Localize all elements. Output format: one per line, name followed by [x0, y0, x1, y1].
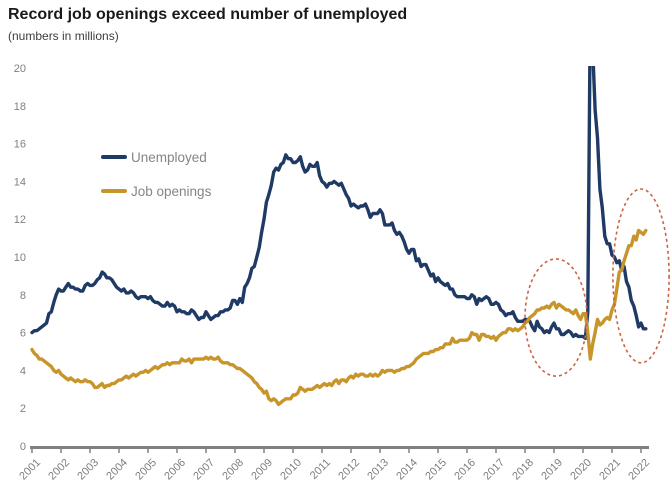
- legend: Unemployed Job openings: [101, 147, 211, 215]
- unemployed-line-swatch: [101, 155, 127, 159]
- unemployed-series-line: [30, 66, 648, 340]
- x-tick-label: 2014: [394, 457, 420, 483]
- x-tick-label: 2003: [75, 457, 101, 483]
- y-tick-label: 4: [20, 365, 26, 377]
- x-tick-label: 2006: [162, 457, 188, 483]
- job-openings-series-line: [30, 228, 648, 407]
- y-tick-label: 0: [20, 441, 26, 453]
- legend-item-unemployed: Unemployed: [101, 147, 211, 167]
- x-tick-label: 2019: [539, 457, 565, 483]
- x-tick-label: 2005: [133, 457, 159, 483]
- legend-item-job-openings: Job openings: [101, 181, 211, 201]
- y-tick-label: 16: [14, 139, 26, 151]
- x-tick-label: 2021: [597, 457, 623, 483]
- x-tick-label: 2002: [46, 457, 72, 483]
- x-tick-label: 2011: [308, 457, 333, 482]
- highlight-ellipse-2019: [524, 258, 588, 377]
- y-tick-label: 18: [14, 101, 26, 113]
- x-tick-label: 2018: [510, 457, 536, 483]
- x-tick-label: 2008: [220, 457, 246, 483]
- x-tick-label: 2009: [249, 457, 275, 483]
- y-tick-label: 14: [14, 176, 26, 188]
- series-group: [30, 66, 648, 407]
- chart-subtitle: (numbers in millions): [8, 29, 119, 43]
- y-tick-label: 8: [20, 290, 26, 302]
- x-tick-label: 2022: [626, 457, 652, 483]
- highlight-ellipse-2022: [612, 188, 670, 364]
- x-tick-label: 2016: [452, 457, 478, 483]
- x-tick-label: 2007: [191, 457, 217, 483]
- legend-label-job-openings: Job openings: [131, 183, 212, 199]
- y-tick-label: 6: [20, 328, 26, 340]
- x-tick-label: 2020: [568, 457, 594, 483]
- y-tick-label: 20: [14, 63, 26, 75]
- x-tick-label: 2017: [481, 457, 507, 483]
- x-tick-label: 2012: [336, 457, 362, 483]
- y-tick-label: 12: [14, 214, 26, 226]
- legend-label-unemployed: Unemployed: [131, 149, 207, 165]
- y-tick-label: 10: [14, 252, 26, 264]
- x-tick-label: 2004: [104, 457, 130, 483]
- x-tick-label: 2015: [423, 457, 449, 483]
- x-tick-label: 2010: [278, 457, 304, 483]
- x-tick-label: 2013: [365, 457, 391, 483]
- job-openings-line-swatch: [101, 189, 127, 193]
- y-tick-label: 2: [20, 403, 26, 415]
- x-tick-label: 2001: [17, 457, 43, 483]
- chart-title: Record job openings exceed number of une…: [8, 6, 408, 23]
